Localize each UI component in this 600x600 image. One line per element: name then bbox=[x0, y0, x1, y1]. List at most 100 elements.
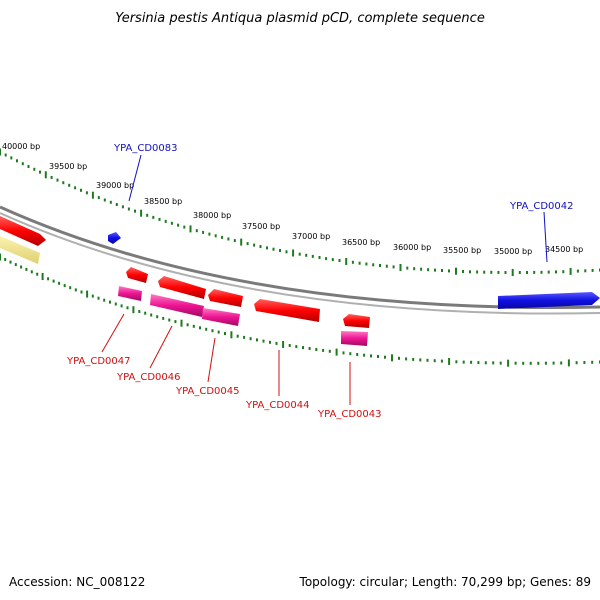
minor-tick bbox=[50, 176, 53, 179]
minor-tick bbox=[433, 359, 436, 363]
minor-tick bbox=[33, 167, 36, 171]
gene-arrow-ypa-cd0045-pink[interactable] bbox=[202, 308, 240, 326]
minor-tick bbox=[253, 243, 256, 247]
gene-arrow-ypa-cd0083[interactable] bbox=[108, 232, 121, 244]
minor-tick bbox=[318, 256, 321, 259]
minor-tick bbox=[591, 268, 594, 272]
minor-tick bbox=[68, 183, 71, 187]
forward-features bbox=[0, 216, 600, 309]
minor-tick bbox=[211, 329, 214, 333]
minor-tick bbox=[134, 209, 136, 213]
minor-tick bbox=[14, 263, 17, 267]
minor-tick bbox=[462, 360, 465, 364]
minor-tick bbox=[305, 253, 308, 257]
major-tick bbox=[180, 319, 183, 327]
tick-label: 39500 bp bbox=[49, 162, 87, 171]
minor-tick bbox=[322, 348, 325, 352]
leader-lines bbox=[101, 154, 548, 405]
minor-tick bbox=[221, 235, 224, 239]
minor-tick bbox=[529, 361, 532, 365]
minor-tick bbox=[192, 324, 195, 328]
gene-arrow-ypa-cd0045-red[interactable] bbox=[208, 289, 243, 307]
gene-label-ypa-cd0043[interactable]: YPA_CD0043 bbox=[317, 409, 381, 420]
major-tick bbox=[507, 359, 510, 367]
gene-label-ypa-cd0047[interactable]: YPA_CD0047 bbox=[66, 356, 130, 367]
gene-label-ypa-cd0045[interactable]: YPA_CD0045 bbox=[175, 386, 239, 397]
tick-label: 38000 bp bbox=[193, 211, 231, 220]
gene-arrow-ypa-cd0046-red[interactable] bbox=[158, 276, 206, 299]
minor-tick bbox=[36, 272, 39, 276]
minor-tick bbox=[358, 261, 361, 265]
major-tick bbox=[335, 348, 338, 356]
minor-tick bbox=[279, 249, 281, 252]
minor-tick bbox=[121, 205, 124, 209]
gene-label-ypa-cd0046[interactable]: YPA_CD0046 bbox=[116, 372, 180, 383]
gene-label-ypa-cd0083[interactable]: YPA_CD0083 bbox=[113, 143, 177, 154]
minor-tick bbox=[338, 259, 341, 262]
gene-arrow-left-yellow[interactable] bbox=[0, 236, 40, 264]
minor-tick bbox=[575, 361, 578, 365]
minor-tick bbox=[126, 306, 129, 310]
minor-tick bbox=[174, 320, 177, 324]
minor-tick bbox=[109, 200, 112, 204]
minor-tick bbox=[74, 288, 77, 292]
gene-arrow-left-red[interactable] bbox=[0, 216, 46, 246]
minor-tick bbox=[233, 239, 236, 243]
backbone-outer bbox=[0, 205, 600, 310]
minor-tick bbox=[80, 188, 82, 192]
tick-label: 36500 bp bbox=[342, 238, 380, 247]
minor-tick bbox=[405, 357, 408, 361]
minor-tick bbox=[115, 203, 118, 206]
minor-tick bbox=[158, 217, 161, 221]
minor-tick bbox=[109, 300, 111, 304]
minor-tick bbox=[25, 267, 28, 271]
minor-tick bbox=[97, 196, 100, 200]
minor-tick bbox=[392, 265, 395, 269]
minor-tick bbox=[103, 298, 106, 302]
gene-arrow-ypa-cd0044[interactable] bbox=[254, 299, 320, 322]
leader-line-ypa-cd0047 bbox=[101, 313, 125, 353]
minor-tick bbox=[427, 268, 430, 272]
minor-tick bbox=[406, 266, 409, 270]
minor-tick bbox=[47, 277, 50, 281]
minor-tick bbox=[311, 254, 314, 258]
minor-tick bbox=[144, 311, 147, 315]
minor-tick bbox=[434, 268, 436, 272]
minor-tick bbox=[298, 252, 301, 256]
minor-tick bbox=[356, 353, 359, 356]
leader-line-ypa-cd0045 bbox=[207, 337, 216, 383]
minor-tick bbox=[39, 170, 41, 174]
gene-arrow-ypa-cd0043-pink[interactable] bbox=[341, 331, 368, 346]
minor-tick bbox=[544, 361, 547, 365]
tick-label: 35500 bp bbox=[443, 246, 481, 255]
gene-arrow-ypa-cd0043-red[interactable] bbox=[343, 314, 370, 328]
topology-summary: Topology: circular; Length: 70,299 bp; G… bbox=[299, 575, 591, 589]
minor-tick bbox=[285, 250, 288, 254]
minor-tick bbox=[266, 246, 268, 250]
major-tick bbox=[282, 341, 285, 348]
gene-label-ypa-cd0044[interactable]: YPA_CD0044 bbox=[245, 400, 309, 411]
gene-arrow-ypa-cd0047-red[interactable] bbox=[126, 267, 148, 283]
minor-tick bbox=[208, 232, 211, 236]
minor-tick bbox=[377, 355, 379, 358]
minor-tick bbox=[462, 270, 464, 273]
tick-label: 34500 bp bbox=[545, 245, 583, 254]
gene-label-ypa-cd0042[interactable]: YPA_CD0042 bbox=[509, 201, 573, 212]
minor-tick bbox=[138, 310, 141, 313]
gene-arrow-ypa-cd0042[interactable] bbox=[498, 292, 600, 309]
minor-tick bbox=[413, 267, 416, 271]
minor-tick bbox=[537, 361, 540, 365]
major-tick bbox=[448, 358, 451, 365]
gene-arrow-ypa-cd0046-pink[interactable] bbox=[150, 294, 204, 317]
minor-tick bbox=[476, 270, 479, 274]
minor-tick bbox=[164, 219, 167, 223]
minor-tick bbox=[363, 353, 366, 357]
minor-tick bbox=[186, 323, 189, 327]
map-title: Yersinia pestis Antiqua plasmid pCD, com… bbox=[115, 11, 485, 26]
tick-label: 39000 bp bbox=[96, 181, 134, 190]
gene-arrow-ypa-cd0047-pink[interactable] bbox=[118, 286, 142, 301]
minor-tick bbox=[518, 271, 521, 274]
minor-tick bbox=[256, 338, 258, 342]
minor-tick bbox=[275, 341, 278, 345]
major-tick bbox=[0, 253, 1, 261]
